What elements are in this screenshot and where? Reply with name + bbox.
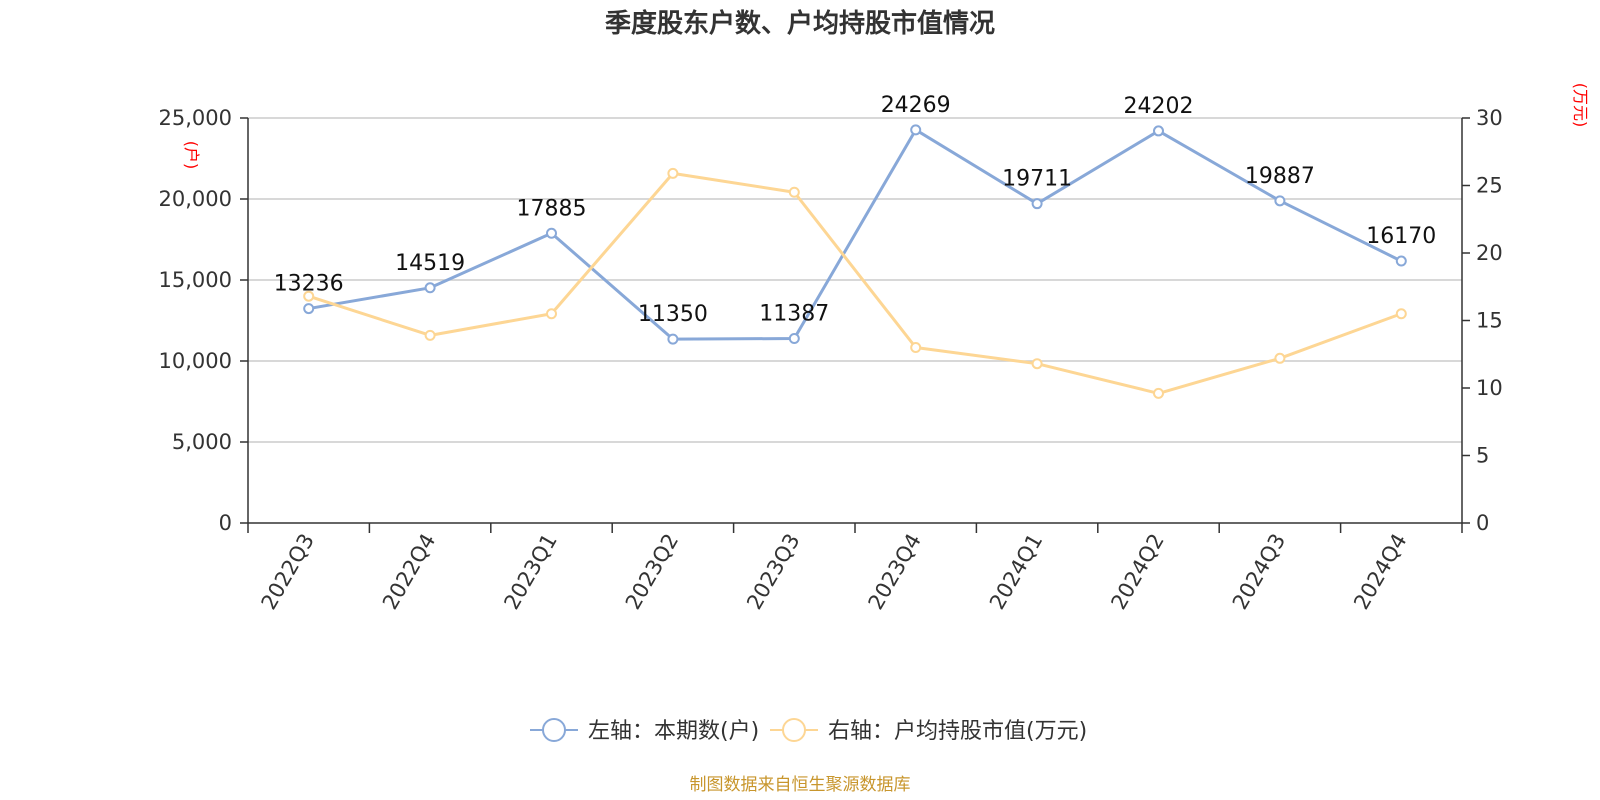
data-point <box>1274 352 1286 364</box>
left-tick-label: 5,000 <box>172 430 232 454</box>
chart-title: 季度股东户数、户均持股市值情况 <box>605 8 995 39</box>
left-tick-label: 15,000 <box>159 268 232 292</box>
data-label: 19887 <box>1245 164 1315 189</box>
data-point <box>667 167 679 179</box>
series <box>303 124 1407 399</box>
data-label: 13236 <box>274 272 344 297</box>
data-point <box>424 282 436 294</box>
x-tick-label: 2022Q4 <box>378 530 440 614</box>
right-tick-label: 15 <box>1476 309 1503 333</box>
data-point <box>1395 308 1407 320</box>
data-labels: 13236 14519 17885 11350 11387 24269 19711 24202… <box>274 93 1437 327</box>
legend[interactable]: 左轴：本期数(户) 右轴：户均持股市值(万元) <box>530 718 1087 744</box>
data-point <box>303 290 315 302</box>
data-point <box>788 333 800 345</box>
data-point <box>788 186 800 198</box>
data-point <box>1031 198 1043 210</box>
x-tick-label: 2024Q3 <box>1228 530 1290 614</box>
legend-marker-2 <box>782 718 806 742</box>
data-label: 11350 <box>638 302 708 327</box>
data-point <box>424 329 436 341</box>
data-label: 17885 <box>517 196 587 221</box>
right-tick-label: 25 <box>1476 174 1503 198</box>
left-axis-unit: (户) <box>182 141 201 170</box>
x-tick-label: 2023Q4 <box>864 530 926 614</box>
right-tick-label: 30 <box>1476 106 1503 130</box>
x-tick-label: 2023Q3 <box>742 530 804 614</box>
x-tick-label: 2024Q2 <box>1106 530 1168 614</box>
data-point <box>546 308 557 320</box>
right-tick-label: 20 <box>1476 241 1503 265</box>
data-label: 14519 <box>395 251 465 276</box>
right-tick-label: 10 <box>1476 376 1503 400</box>
x-tick-label: 2022Q3 <box>257 530 319 614</box>
data-point <box>667 333 679 345</box>
data-label: 16170 <box>1366 224 1436 249</box>
right-axis-unit: (万元) <box>1571 83 1590 128</box>
data-point <box>1153 387 1164 399</box>
data-label: 11387 <box>759 302 829 327</box>
data-point <box>1031 358 1043 370</box>
x-tick-label: 2024Q1 <box>985 530 1047 614</box>
data-point <box>303 303 315 315</box>
data-point <box>910 124 922 136</box>
source-note: 制图数据来自恒生聚源数据库 <box>690 775 911 795</box>
left-tick-label: 10,000 <box>159 349 232 373</box>
x-tick-label: 2024Q4 <box>1349 530 1411 614</box>
legend-label-2: 右轴：户均持股市值(万元) <box>828 719 1087 744</box>
data-point <box>1395 255 1407 267</box>
left-tick-label: 25,000 <box>159 106 232 130</box>
x-tick-label: 2023Q2 <box>621 530 683 614</box>
data-point <box>1274 195 1286 207</box>
left-tick-label: 20,000 <box>159 187 232 211</box>
series-line-2 <box>308 171 1402 395</box>
right-tick-label: 5 <box>1476 444 1489 468</box>
data-label: 24269 <box>881 93 951 118</box>
data-point <box>910 342 922 353</box>
data-label: 19711 <box>1002 167 1072 192</box>
x-tick-label: 2023Q1 <box>499 530 561 614</box>
legend-label-1: 左轴：本期数(户) <box>588 719 759 744</box>
series-line-1 <box>308 128 1402 341</box>
data-label: 24202 <box>1124 94 1194 119</box>
data-point <box>546 227 557 239</box>
data-point <box>1153 125 1164 137</box>
right-tick-label: 0 <box>1476 511 1489 535</box>
legend-marker-1 <box>542 718 566 742</box>
left-tick-label: 0 <box>219 511 232 535</box>
